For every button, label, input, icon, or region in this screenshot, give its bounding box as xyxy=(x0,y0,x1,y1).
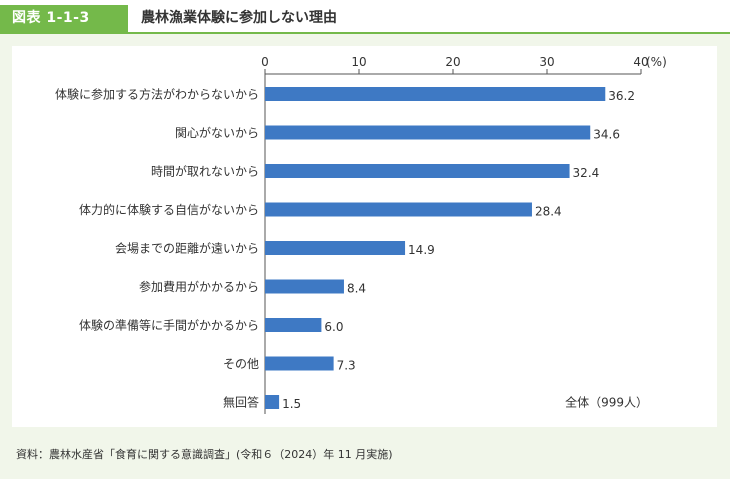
sample-size-annotation: 全体（999人） xyxy=(565,395,648,410)
x-unit-label: (%) xyxy=(646,55,667,69)
category-label: 体験に参加する方法がわからないから xyxy=(55,87,259,102)
x-tick-label: 0 xyxy=(261,55,269,69)
data-label: 34.6 xyxy=(593,128,620,142)
bar xyxy=(265,356,334,371)
bar xyxy=(265,318,322,332)
chart-panel xyxy=(12,46,717,427)
data-label: 14.9 xyxy=(408,243,435,257)
data-label: 6.0 xyxy=(324,320,343,334)
figure-title: 農林漁業体験に参加しない理由 xyxy=(141,10,337,26)
data-label: 32.4 xyxy=(573,166,600,180)
category-label: 時間が取れないから xyxy=(151,164,259,179)
category-label: その他 xyxy=(223,357,259,371)
bar xyxy=(265,125,591,140)
data-label: 36.2 xyxy=(608,89,635,103)
data-label: 8.4 xyxy=(347,282,366,296)
category-label: 会場までの距離が遠いから xyxy=(115,241,259,256)
bar xyxy=(265,241,406,255)
category-label: 無回答 xyxy=(223,395,259,410)
figure-label: 図表 1-1-3 xyxy=(0,5,128,32)
category-label: 参加費用がかかるから xyxy=(139,279,259,294)
x-tick-label: 40 xyxy=(633,55,648,69)
x-tick-label: 30 xyxy=(539,55,554,69)
category-label: 関心がないから xyxy=(175,125,259,140)
bar xyxy=(265,395,280,409)
x-tick-label: 20 xyxy=(445,55,460,69)
bar xyxy=(265,87,606,101)
x-tick-label: 10 xyxy=(351,55,366,69)
bar xyxy=(265,279,344,294)
data-label: 1.5 xyxy=(282,397,301,411)
bar xyxy=(265,164,570,178)
category-label: 体力的に体験する自信がないから xyxy=(79,202,259,217)
data-label: 7.3 xyxy=(337,359,356,373)
source-note: 資料：農林水産省「食育に関する意識調査」(令和６（2024）年 11 月実施) xyxy=(16,448,393,461)
category-label: 体験の準備等に手間がかかるから xyxy=(79,318,259,333)
bar xyxy=(265,202,532,217)
header-rule xyxy=(0,32,730,34)
data-label: 28.4 xyxy=(535,205,562,219)
